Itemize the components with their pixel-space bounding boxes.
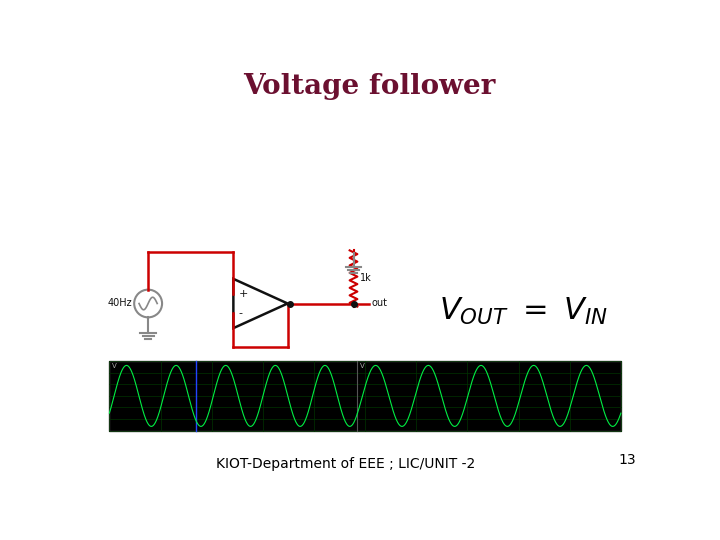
Text: KIOT-Department of EEE ; LIC/UNIT -2: KIOT-Department of EEE ; LIC/UNIT -2 — [216, 457, 475, 471]
Text: 40Hz: 40Hz — [107, 299, 132, 308]
Bar — [109, 361, 621, 430]
Text: Voltage follower: Voltage follower — [243, 72, 495, 99]
Text: out: out — [372, 298, 387, 308]
Text: +: + — [239, 289, 248, 299]
Text: -: - — [239, 308, 243, 318]
Text: V: V — [112, 363, 117, 369]
Text: V: V — [360, 363, 364, 369]
Text: 1k: 1k — [360, 273, 372, 284]
Text: $\mathit{V}_{OUT}\ =\ \mathit{V}_{IN}$: $\mathit{V}_{OUT}\ =\ \mathit{V}_{IN}$ — [439, 295, 608, 327]
Text: 13: 13 — [618, 453, 636, 467]
